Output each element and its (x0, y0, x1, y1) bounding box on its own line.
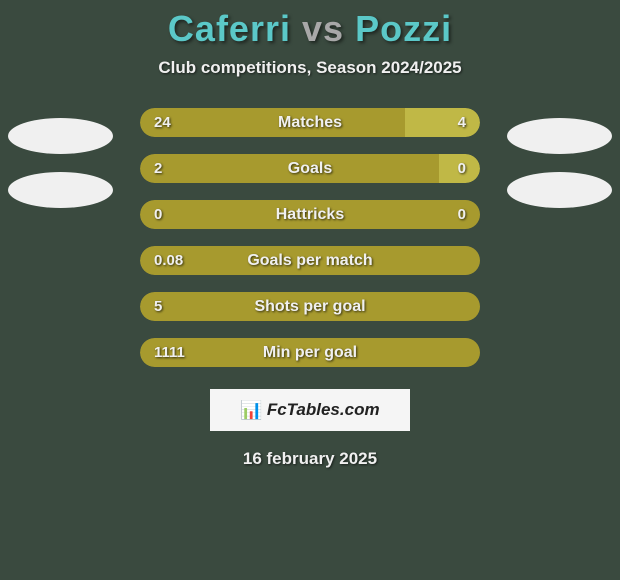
chart-icon: 📊 (240, 400, 262, 421)
team-badge (507, 118, 612, 154)
team-badge (8, 172, 113, 208)
stat-label: Matches (140, 108, 480, 137)
stat-label: Min per goal (140, 338, 480, 367)
stat-row: 5Shots per goal (140, 292, 480, 321)
watermark-text: FcTables.com (267, 400, 380, 420)
stat-label: Goals per match (140, 246, 480, 275)
team-badge (507, 172, 612, 208)
stats-container: 244Matches 20Goals 00Hattricks 0.08Goals pe… (140, 108, 480, 367)
vs-separator: vs (302, 8, 344, 49)
stat-label: Shots per goal (140, 292, 480, 321)
page-title: Caferri vs Pozzi (0, 0, 620, 50)
stat-label: Goals (140, 154, 480, 183)
player2-name: Pozzi (355, 8, 452, 49)
stat-row: 244Matches (140, 108, 480, 137)
player1-name: Caferri (168, 8, 291, 49)
stat-row: 00Hattricks (140, 200, 480, 229)
date-label: 16 february 2025 (0, 449, 620, 469)
stat-row: 0.08Goals per match (140, 246, 480, 275)
stat-label: Hattricks (140, 200, 480, 229)
stat-row: 1111Min per goal (140, 338, 480, 367)
watermark: 📊 FcTables.com (210, 389, 410, 431)
team-badge (8, 118, 113, 154)
subtitle: Club competitions, Season 2024/2025 (0, 58, 620, 78)
stat-row: 20Goals (140, 154, 480, 183)
